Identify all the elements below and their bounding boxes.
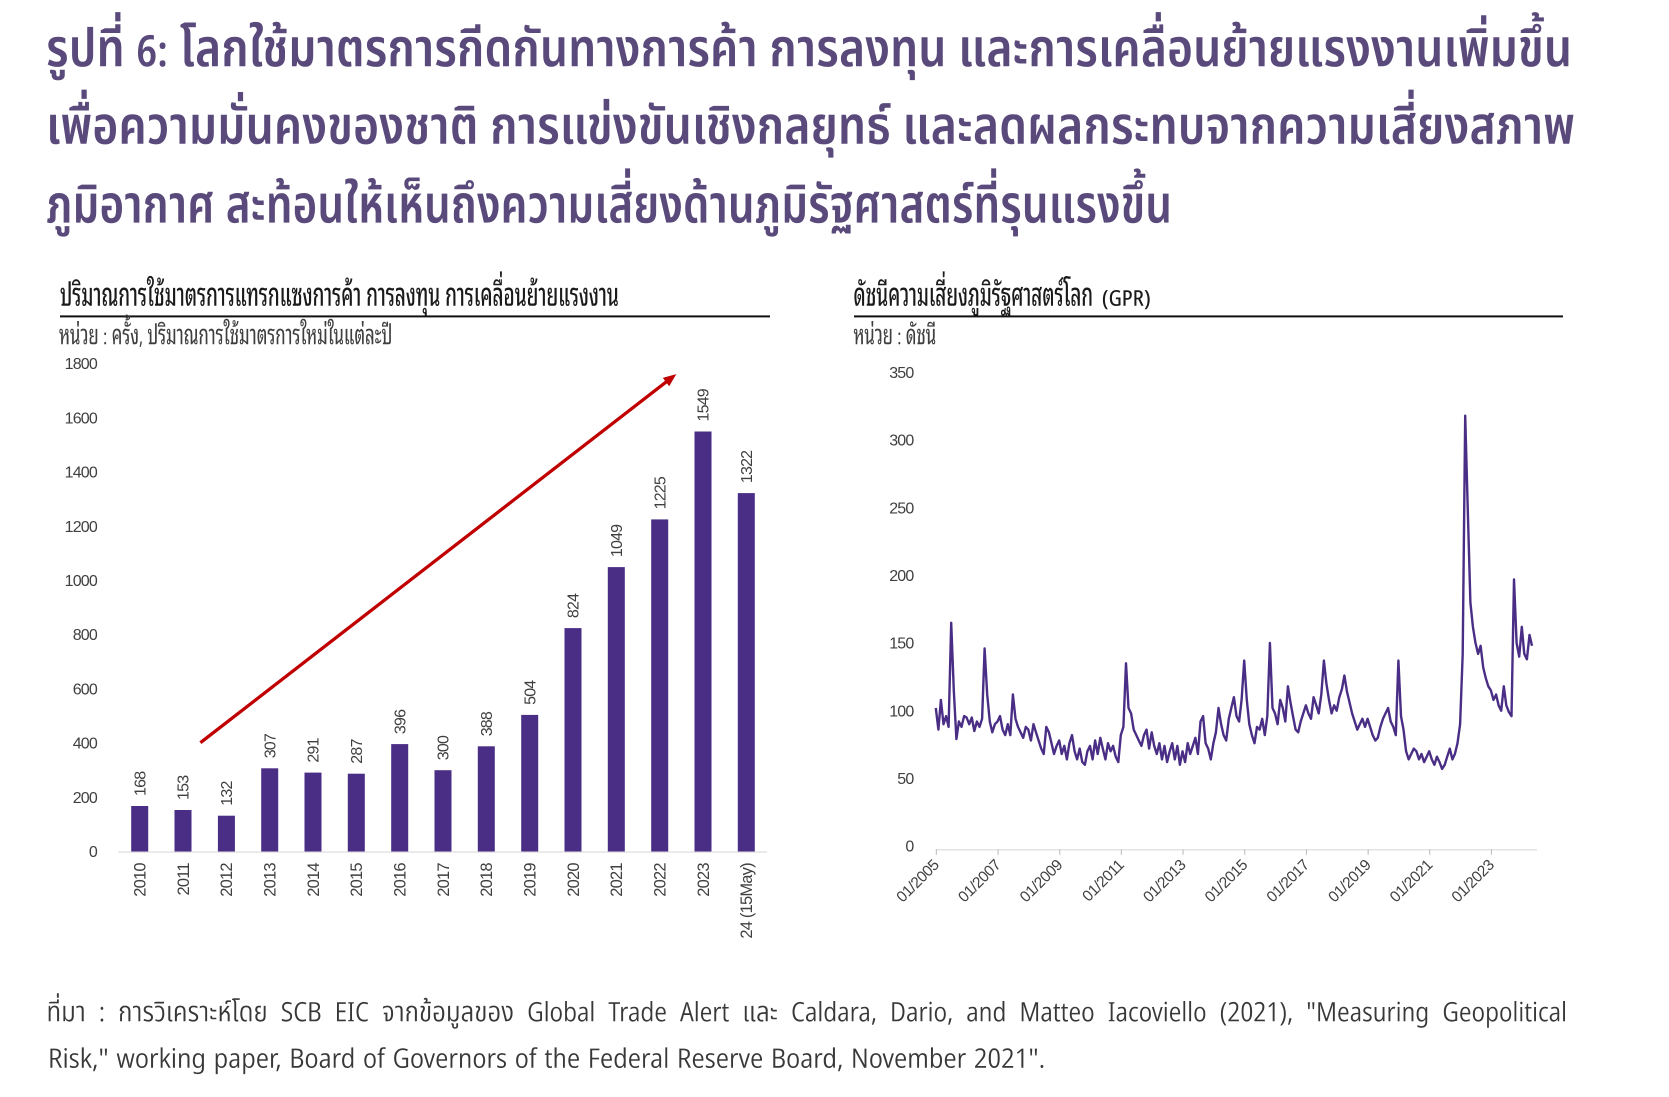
svg-text:2017: 2017 [435, 863, 453, 897]
svg-text:01/2015: 01/2015 [1202, 857, 1251, 906]
svg-text:100: 100 [889, 703, 914, 720]
svg-text:504: 504 [522, 680, 539, 705]
svg-text:01/2017: 01/2017 [1264, 857, 1313, 906]
svg-text:400: 400 [73, 736, 98, 753]
svg-text:287: 287 [349, 739, 366, 764]
svg-text:1000: 1000 [65, 573, 98, 590]
svg-text:350: 350 [889, 365, 914, 382]
svg-text:1800: 1800 [65, 356, 98, 373]
svg-text:153: 153 [176, 775, 193, 800]
svg-text:388: 388 [479, 711, 496, 736]
svg-text:2014: 2014 [305, 863, 323, 897]
svg-text:300: 300 [889, 433, 914, 450]
svg-text:1225: 1225 [652, 476, 669, 509]
svg-text:1049: 1049 [609, 524, 626, 557]
svg-text:2018: 2018 [478, 863, 496, 897]
svg-text:150: 150 [889, 636, 914, 653]
svg-text:01/2009: 01/2009 [1017, 857, 1066, 906]
svg-text:307: 307 [262, 733, 279, 758]
svg-text:01/2007: 01/2007 [955, 857, 1004, 906]
svg-text:01/2023: 01/2023 [1449, 857, 1498, 906]
svg-text:824: 824 [566, 593, 583, 618]
svg-text:2019: 2019 [522, 863, 540, 897]
svg-text:01/2019: 01/2019 [1325, 857, 1374, 906]
svg-text:2013: 2013 [262, 863, 280, 897]
svg-text:1400: 1400 [65, 465, 98, 482]
svg-text:2020: 2020 [565, 863, 583, 897]
svg-text:291: 291 [306, 737, 323, 762]
svg-text:168: 168 [132, 771, 149, 796]
svg-text:2010: 2010 [132, 863, 150, 897]
svg-text:0: 0 [89, 844, 98, 861]
svg-text:2015: 2015 [348, 863, 366, 897]
svg-text:01/2021: 01/2021 [1387, 857, 1436, 906]
svg-text:200: 200 [73, 790, 98, 807]
svg-text:1549: 1549 [696, 388, 713, 421]
svg-text:24 (15May): 24 (15May) [738, 863, 756, 939]
svg-text:132: 132 [219, 781, 236, 806]
svg-text:396: 396 [392, 709, 409, 734]
svg-text:250: 250 [889, 500, 914, 517]
svg-text:200: 200 [889, 568, 914, 585]
svg-text:01/2005: 01/2005 [893, 857, 942, 906]
svg-text:800: 800 [73, 627, 98, 644]
svg-text:0: 0 [905, 839, 914, 856]
svg-text:1600: 1600 [65, 410, 98, 427]
svg-text:2012: 2012 [218, 863, 236, 897]
svg-text:2016: 2016 [392, 863, 410, 897]
svg-text:01/2011: 01/2011 [1079, 857, 1127, 905]
svg-text:01/2013: 01/2013 [1140, 857, 1189, 906]
svg-text:50: 50 [897, 771, 914, 788]
svg-text:2011: 2011 [175, 863, 193, 896]
svg-text:2023: 2023 [695, 863, 713, 897]
svg-text:1200: 1200 [65, 519, 98, 536]
svg-text:300: 300 [436, 735, 453, 760]
svg-text:1322: 1322 [739, 450, 756, 483]
svg-text:2022: 2022 [652, 863, 670, 897]
svg-text:2021: 2021 [608, 863, 626, 897]
svg-text:600: 600 [73, 681, 98, 698]
